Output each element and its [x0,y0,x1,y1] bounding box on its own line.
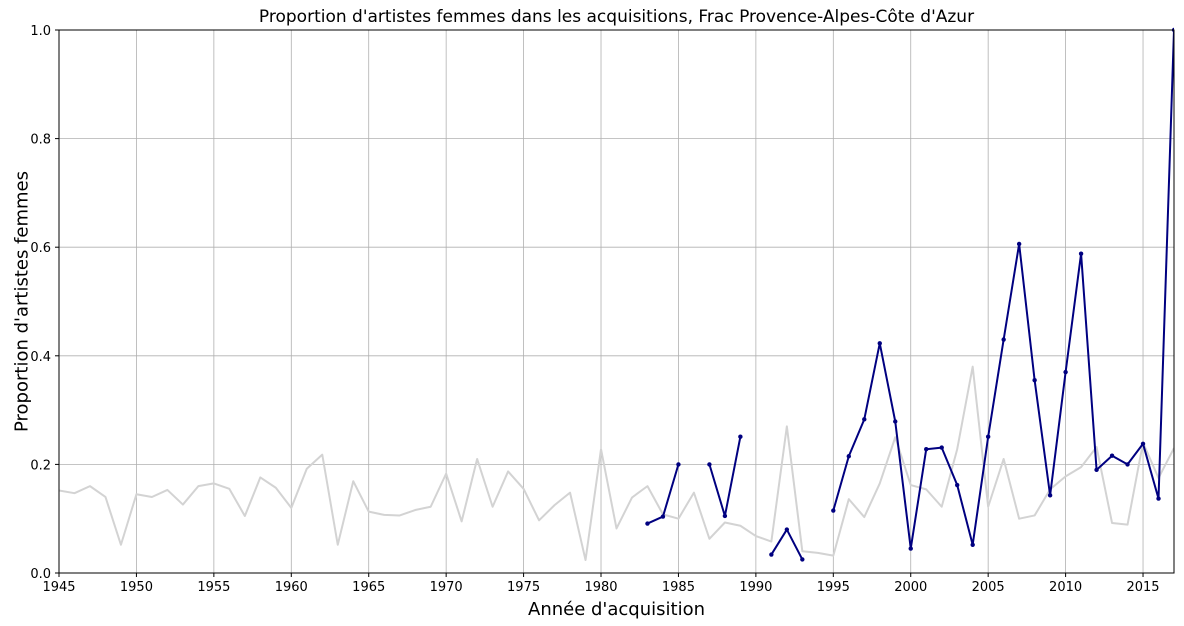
series-1-point [1078,251,1084,256]
x-tick-label: 1955 [197,580,230,595]
series-1-point [769,552,774,557]
x-tick-label: 1995 [817,580,850,595]
series-1-point [738,434,743,439]
x-tick-label: 1980 [584,580,617,595]
ticks: 1945 1950 1955 1960 1965 1970 1975 1980 1985 1990… [30,24,1159,595]
series-1-point [707,462,712,467]
y-tick-label: 0.6 [30,241,51,256]
series-1-point [1001,337,1006,342]
series-1-point [800,557,805,562]
series-1-point [1016,241,1022,247]
series-1-point [1125,462,1130,467]
series-1-point [1063,369,1068,375]
x-tick-label: 1990 [739,580,772,595]
series-1-point [676,462,681,467]
x-tick-label: 2000 [894,580,927,595]
plot-frame [58,29,1175,574]
x-tick-label: 1960 [275,580,308,595]
series-1-point [985,434,991,439]
x-tick-label: 1950 [120,580,153,595]
series-1-point [924,446,929,452]
series-1-line [770,528,804,560]
series-1-point [939,445,944,450]
series-1-point [846,454,851,459]
series-1-point [877,341,882,346]
series-1-point [1094,467,1099,473]
series-1-point [908,546,913,551]
series-1-point [970,542,975,547]
series-0-line [59,365,1174,561]
x-tick-label: 1965 [352,580,385,595]
y-tick-label: 0.0 [30,567,51,582]
series-1-point [660,514,666,519]
series-1-point [862,417,867,422]
y-tick-label: 1.0 [30,24,51,39]
x-tick-label: 1975 [507,580,540,595]
series-1-point [645,521,650,526]
series-1-point [784,527,790,532]
series-1-point [1156,496,1161,501]
series-1-point [893,419,898,424]
chart-title: Proportion d'artistes femmes dans les ac… [259,7,974,27]
series-1-point [1140,441,1146,446]
y-axis-title: Proportion d'artistes femmes [11,171,32,432]
x-tick-label: 2015 [1126,580,1159,595]
series-1-point [954,482,960,488]
x-axis-title: Année d'acquisition [528,599,705,620]
x-tick-label: 2010 [1049,580,1082,595]
x-tick-label: 1970 [430,580,463,595]
grid [58,29,1174,574]
series-layer [59,27,1174,562]
series-1-line [708,436,742,517]
y-tick-label: 0.2 [30,458,51,473]
y-tick-label: 0.8 [30,133,51,148]
x-tick-label: 1945 [42,580,75,595]
series-1-point [1109,453,1115,458]
y-tick-label: 0.4 [30,350,51,365]
series-1-point [1032,378,1037,383]
series-1-point [1047,493,1053,498]
x-tick-label: 2005 [972,580,1005,595]
x-tick-label: 1985 [662,580,695,595]
series-1-point [831,508,836,513]
series-1-point [722,513,728,519]
